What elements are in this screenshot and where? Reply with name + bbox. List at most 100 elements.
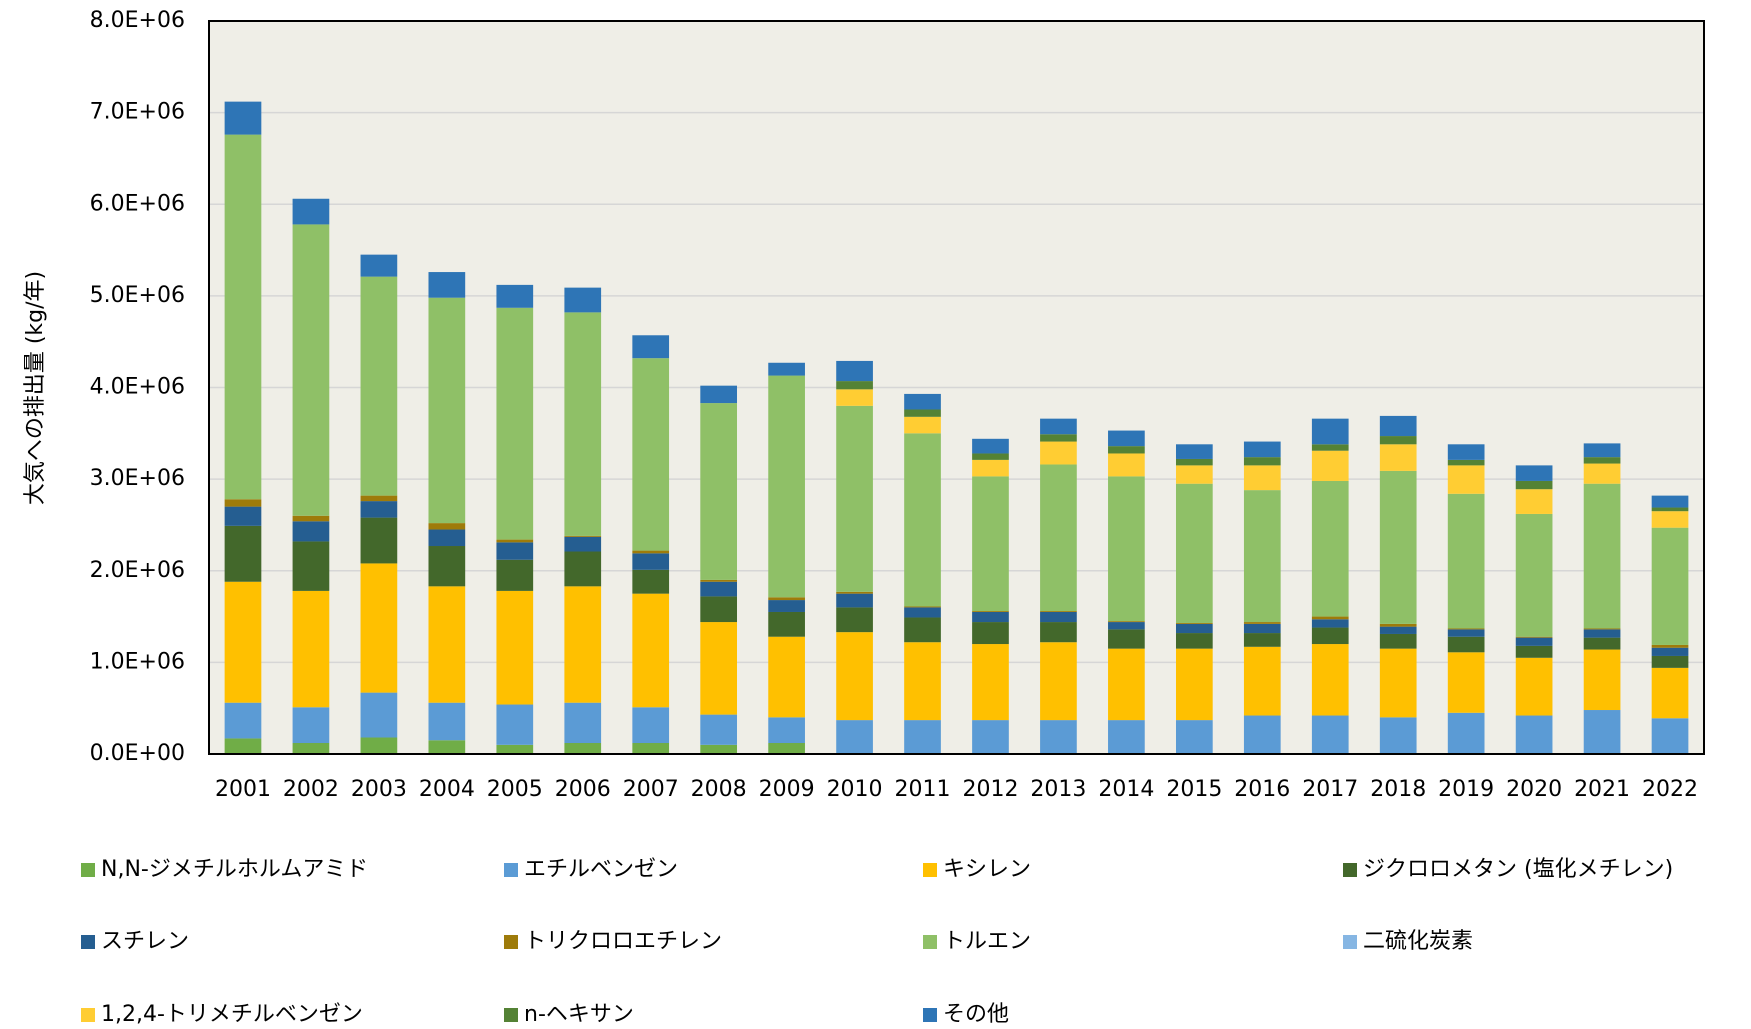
bar-segment — [768, 600, 805, 612]
x-tick-label: 2002 — [283, 777, 339, 802]
bar-segment — [292, 541, 330, 591]
bar-segment — [1379, 626, 1417, 634]
bar-segment — [428, 586, 466, 703]
bar-segment — [1515, 645, 1553, 658]
bar-segment — [1651, 511, 1689, 528]
bar-segment — [1175, 458, 1213, 466]
bar-segment — [564, 743, 602, 754]
bar-segment — [972, 622, 1009, 645]
bar-segment — [632, 335, 670, 359]
bar-segment — [360, 501, 398, 518]
legend-label: その他 — [943, 1002, 1009, 1027]
x-tick-label: 2014 — [1098, 777, 1154, 802]
bar-segment — [1515, 480, 1553, 490]
bar-segment — [564, 287, 602, 313]
bar-segment — [836, 593, 873, 608]
bar-segment — [1175, 622, 1213, 624]
bar-segment — [564, 536, 602, 552]
bar-segment — [904, 433, 941, 607]
x-tick-label: 2016 — [1234, 777, 1290, 802]
bar-segment — [1311, 418, 1349, 445]
bar-segment — [224, 134, 262, 500]
bar-segment — [836, 591, 873, 594]
x-tick-label: 2022 — [1642, 777, 1698, 802]
bar-segment — [836, 389, 873, 406]
bar-segment — [972, 459, 1009, 477]
legend-swatch — [504, 1008, 518, 1022]
legend-swatch — [504, 935, 518, 949]
bar-segment — [292, 743, 330, 754]
y-tick-label: 8.0E+06 — [90, 8, 185, 33]
bar-segment — [972, 453, 1009, 460]
bar-segment — [632, 358, 670, 551]
bar-segment — [224, 702, 262, 739]
legend-swatch — [504, 863, 518, 877]
bar-segment — [496, 307, 534, 540]
x-tick-label: 2005 — [487, 777, 543, 802]
bar-segment — [1447, 636, 1485, 653]
bar-segment — [496, 704, 534, 745]
bar-segment — [700, 622, 738, 715]
bar-segment — [632, 553, 670, 570]
bar-segment — [1447, 629, 1485, 637]
bar-segment — [904, 409, 941, 417]
bar-segment — [1243, 457, 1281, 466]
bar-segment — [1311, 644, 1349, 716]
bar-segment — [1651, 718, 1689, 754]
bar-segment — [1175, 648, 1213, 721]
bar-segment — [904, 607, 941, 618]
bar-segment — [836, 632, 873, 721]
bar-segment — [972, 611, 1009, 612]
legend-label: 1,2,4-トリメチルベンゼン — [101, 1002, 363, 1027]
bar-segment — [1040, 642, 1077, 721]
bar-segment — [360, 737, 398, 754]
bar-segment — [1243, 441, 1281, 458]
y-tick-label: 6.0E+06 — [90, 191, 185, 216]
bar-segment — [1175, 633, 1213, 649]
bar-segment — [632, 550, 670, 554]
x-tick-label: 2004 — [419, 777, 475, 802]
bar-segment — [768, 636, 805, 718]
bar-segment — [360, 254, 398, 277]
bar-segment — [1175, 483, 1213, 623]
bar-segment — [1040, 611, 1077, 623]
bar-segment — [1243, 715, 1281, 754]
legend-swatch — [923, 863, 937, 877]
y-tick-label: 7.0E+06 — [90, 100, 185, 125]
bar-segment — [1379, 415, 1417, 437]
bar-segment — [1311, 444, 1349, 451]
bar-segment — [1243, 622, 1281, 624]
bar-segment — [1379, 633, 1417, 649]
plot-border — [208, 20, 1705, 755]
x-tick-label: 2011 — [895, 777, 951, 802]
bar-segment — [224, 738, 262, 754]
bar-segment — [632, 707, 670, 744]
y-tick-label: 1.0E+06 — [90, 649, 185, 674]
y-tick-label: 3.0E+06 — [90, 466, 185, 491]
bar-segment — [836, 360, 873, 382]
bar-segment — [224, 525, 262, 582]
bar-segment — [564, 702, 602, 744]
bar-segment — [904, 617, 941, 643]
bar-segment — [1108, 648, 1145, 721]
bar-segment — [1651, 644, 1689, 648]
bar-segment — [904, 416, 941, 434]
bar-segment — [1447, 652, 1485, 713]
x-tick-label: 2012 — [962, 777, 1018, 802]
bar-segment — [292, 590, 330, 708]
x-tick-label: 2001 — [215, 777, 271, 802]
bar-segment — [836, 405, 873, 592]
bar-segment — [1583, 483, 1621, 629]
bar-segment — [1243, 623, 1281, 634]
bar-segment — [1175, 720, 1213, 754]
bar-segment — [360, 276, 398, 496]
bar-segment — [1515, 489, 1553, 514]
bar-segment — [1379, 444, 1417, 471]
bar-segment — [1040, 441, 1077, 465]
bar-segment — [768, 717, 805, 744]
bar-segment — [1379, 623, 1417, 627]
bar-segment — [632, 569, 670, 594]
bar-segment — [292, 707, 330, 744]
bar-segment — [904, 720, 941, 754]
